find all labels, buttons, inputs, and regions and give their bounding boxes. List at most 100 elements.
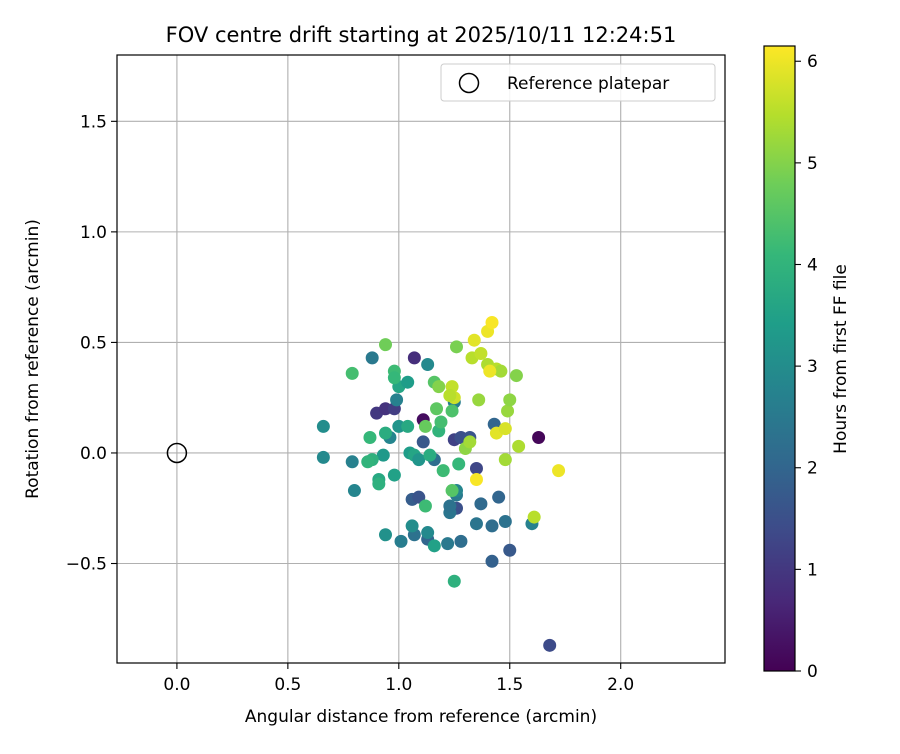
scatter-point-49: [376, 448, 390, 462]
scatter-point-18: [474, 497, 488, 511]
legend: Reference platepar: [440, 63, 716, 102]
scatter-point-39: [405, 519, 419, 533]
colorbar-frame: [763, 45, 796, 672]
scatter-point-2: [407, 351, 421, 365]
colorbar-tick-label-2: 2: [807, 459, 818, 479]
scatter-point-88: [501, 404, 515, 418]
scatter-point-99: [485, 316, 499, 330]
colorbar-label: Hours from first FF file: [831, 264, 851, 454]
scatter-point-34: [390, 393, 404, 407]
scatter-point-42: [345, 455, 359, 469]
x-axis-label: Angular distance from reference (arcmin): [245, 707, 597, 727]
scatter-point-69: [434, 415, 448, 429]
scatter-point-71: [445, 404, 459, 418]
x-tick-label-4: 2.0: [607, 675, 634, 695]
scatter-point-30: [443, 499, 457, 513]
colorbar-tick-label-3: 3: [807, 357, 818, 377]
colorbar-tick-label-4: 4: [807, 255, 818, 275]
scatter-point-79: [432, 380, 446, 394]
scatter-point-56: [387, 468, 401, 482]
plot-frame: [116, 54, 726, 664]
scatter-point-77: [378, 338, 392, 352]
x-tick-label-3: 1.5: [496, 675, 523, 695]
scatter-point-58: [401, 375, 415, 389]
scatter-point-73: [452, 457, 466, 471]
colorbar-ticks: 0 1 2 3 4 5 6: [795, 52, 818, 682]
y-axis-ticks: −0.5 0.0 0.5 1.0 1.5: [66, 112, 117, 575]
scatter-point-103: [469, 472, 483, 486]
reference-platepar-marker: [166, 442, 188, 464]
legend-label-reference: Reference platepar: [507, 74, 669, 94]
scatter-point-76: [418, 419, 432, 433]
scatter-point-10: [469, 461, 483, 475]
scatter-point-81: [463, 435, 477, 449]
scatter-point-100: [483, 364, 497, 378]
scatter-point-35: [421, 358, 435, 372]
scatter-point-93: [527, 510, 541, 524]
x-tick-label-1: 0.5: [274, 675, 301, 695]
scatter-point-92: [498, 453, 512, 467]
colorbar-tick-label-5: 5: [807, 154, 818, 174]
scatter-point-43: [316, 450, 330, 464]
scatter-point-72: [445, 484, 459, 498]
y-tick-label-2: 0.5: [80, 333, 107, 353]
scatter-point-85: [474, 346, 488, 360]
scatter-point-1: [532, 430, 546, 444]
x-tick-label-0: 0.0: [163, 675, 190, 695]
scatter-point-44: [316, 419, 330, 433]
colorbar-tick-label-0: 0: [807, 662, 818, 682]
scatter-point-64: [345, 366, 359, 380]
legend-box: [440, 63, 716, 102]
scatter-point-53: [423, 448, 437, 462]
scatter-point-36: [365, 351, 379, 365]
scatter-point-17: [492, 490, 506, 504]
scatter-point-23: [441, 537, 455, 551]
scatter-point-61: [363, 430, 377, 444]
scatter-point-19: [485, 519, 499, 533]
scatter-point-16: [485, 554, 499, 568]
scatter-point-40: [378, 528, 392, 542]
scatter-point-87: [494, 364, 508, 378]
chart-title: FOV centre drift starting at 2025/10/11 …: [166, 23, 677, 47]
scatter-point-47: [427, 539, 441, 553]
x-tick-label-2: 1.0: [385, 675, 412, 695]
scatter-point-62: [378, 426, 392, 440]
scatter-point-48: [447, 574, 461, 588]
scatter-point-78: [450, 340, 464, 354]
scatter-point-13: [412, 490, 426, 504]
scatter-point-63: [361, 455, 375, 469]
scatter-point-15: [503, 543, 517, 557]
scatter-point-104: [552, 464, 566, 478]
scatter-point-102: [498, 422, 512, 436]
y-tick-label-1: 0.0: [80, 444, 107, 464]
scatter-point-26: [394, 534, 408, 548]
scatter-point-96: [443, 388, 457, 402]
x-axis-ticks: 0.0 0.5 1.0 1.5 2.0: [163, 663, 634, 695]
scatter-point-11: [416, 435, 430, 449]
scatter-point-97: [467, 333, 481, 347]
scatter-points: [166, 316, 566, 652]
grid-lines: [117, 55, 725, 663]
scatter-point-91: [512, 439, 526, 453]
scatter-point-70: [436, 464, 450, 478]
colorbar-tick-label-6: 6: [807, 52, 818, 72]
colorbar-gradient: [764, 46, 795, 671]
scatter-point-90: [509, 369, 523, 383]
y-tick-label-0: −0.5: [66, 555, 107, 575]
scatter-point-6: [543, 638, 557, 652]
scatter-point-21: [469, 517, 483, 531]
scatter-point-74: [430, 402, 444, 416]
scatter-point-52: [412, 453, 426, 467]
scatter-point-89: [503, 393, 517, 407]
scatter-point-67: [418, 499, 432, 513]
scatter-point-38: [421, 526, 435, 540]
scatter-point-59: [401, 419, 415, 433]
scatter-point-82: [472, 393, 486, 407]
colorbar: 0 1 2 3 4 5 6 Hours from first FF file: [763, 45, 851, 682]
scatter-point-20: [498, 515, 512, 529]
legend-marker-reference: [458, 72, 480, 94]
y-tick-label-4: 1.5: [80, 112, 107, 132]
scatter-point-66: [387, 371, 401, 385]
scatter-point-22: [454, 534, 468, 548]
